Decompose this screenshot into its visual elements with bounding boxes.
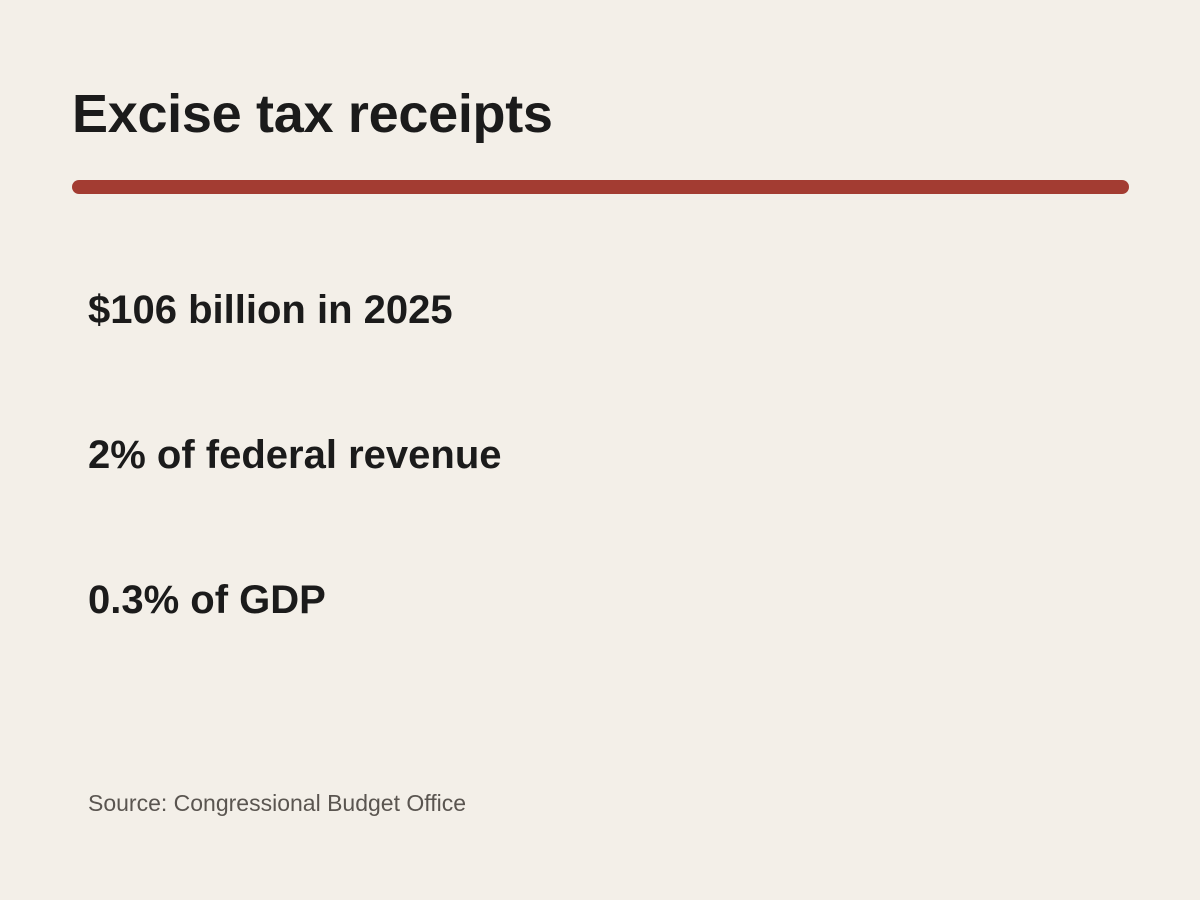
stat-receipts-amount: $106 billion in 2025 xyxy=(88,288,453,332)
accent-divider xyxy=(72,180,1129,194)
stat-share-of-revenue: 2% of federal revenue xyxy=(88,433,502,477)
page-title: Excise tax receipts xyxy=(72,84,553,144)
stat-share-of-gdp: 0.3% of GDP xyxy=(88,578,326,622)
source-note: Source: Congressional Budget Office xyxy=(88,790,467,816)
